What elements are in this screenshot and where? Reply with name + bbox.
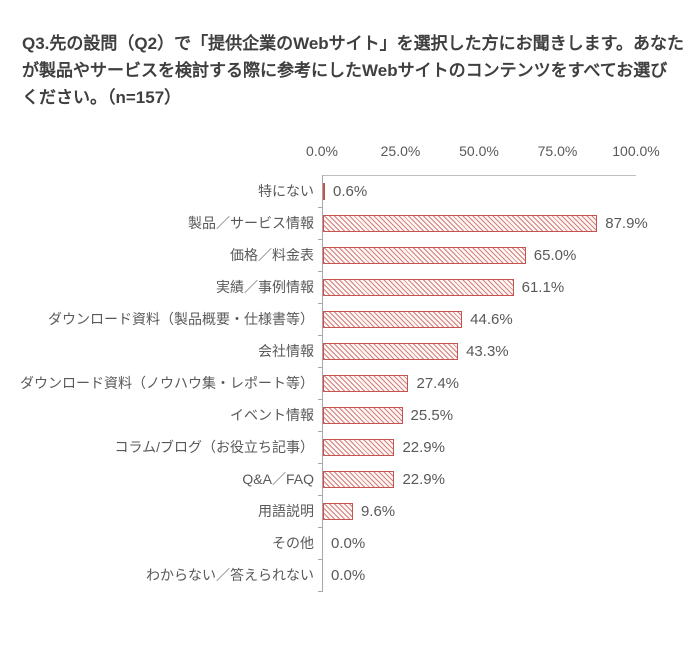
value-label: 65.0% [533, 246, 577, 264]
chart-row: 価格／料金表 65.0% [0, 239, 700, 272]
chart-row: その他 0.0% [0, 527, 700, 560]
category-label: 価格／料金表 [230, 247, 314, 263]
x-tick-label: 25.0% [380, 143, 421, 159]
bar [323, 470, 395, 488]
value-label: 27.4% [416, 374, 460, 392]
chart-row: ダウンロード資料（ノウハウ集・レポート等） 27.4% [0, 367, 700, 400]
bar-cell: 61.1% [318, 271, 635, 304]
value-label: 25.5% [410, 406, 454, 424]
category-label: わからない／答えられない [146, 567, 314, 583]
bar-cell: 43.3% [318, 335, 635, 368]
chart-row: イベント情報 25.5% [0, 399, 700, 432]
x-axis-labels: 0.0% 25.0% 50.0% 75.0% 100.0% [306, 143, 660, 161]
bar-cell: 9.6% [318, 495, 635, 528]
bar-cell: 22.9% [318, 431, 635, 464]
chart-row: 実績／事例情報 61.1% [0, 271, 700, 304]
category-label: 会社情報 [258, 343, 314, 359]
x-axis-line [322, 175, 636, 176]
bar-cell: 44.6% [318, 303, 635, 336]
chart-title: Q3.先の設問（Q2）で「提供企業のWebサイト」を選択した方にお聞きします。あ… [22, 34, 684, 107]
bar-cell: 0.0% [318, 559, 635, 592]
bar [323, 342, 459, 360]
bar-cell: 0.6% [318, 175, 635, 208]
category-label: ダウンロード資料（ノウハウ集・レポート等） [20, 375, 314, 391]
category-label: Q&A／FAQ [242, 471, 314, 487]
value-label: 44.6% [470, 310, 513, 328]
bar-cell: 87.9% [318, 207, 648, 240]
value-label: 61.1% [521, 278, 565, 296]
chart-row: コラム/ブログ（お役立ち記事） 22.9% [0, 431, 700, 464]
chart-row: わからない／答えられない 0.0% [0, 559, 700, 592]
category-label: その他 [272, 535, 314, 551]
bar [323, 502, 353, 520]
chart-row: 特にない 0.6% [0, 175, 700, 208]
bar [323, 374, 409, 392]
bar [323, 182, 325, 200]
chart-rows: 特にない 0.6% 製品／サービス情報 87.9% 価格／料金表 65.0% 実… [0, 175, 700, 592]
bar [323, 438, 395, 456]
bar-cell: 0.0% [318, 527, 635, 560]
value-label: 0.0% [331, 534, 366, 552]
category-label: コラム/ブログ（お役立ち記事） [114, 439, 314, 455]
value-label: 0.6% [333, 182, 368, 200]
category-label: ダウンロード資料（製品概要・仕様書等） [48, 311, 314, 327]
category-label: 実績／事例情報 [216, 279, 314, 295]
category-label: 製品／サービス情報 [188, 215, 314, 231]
value-label: 43.3% [466, 342, 509, 360]
value-label: 9.6% [360, 502, 396, 520]
chart-row: Q&A／FAQ 22.9% [0, 463, 700, 496]
bar [323, 278, 514, 296]
value-label: 0.0% [331, 566, 366, 584]
category-label: イベント情報 [230, 407, 314, 423]
bar-cell: 25.5% [318, 399, 635, 432]
category-label: 特にない [258, 183, 314, 199]
category-label: 用語説明 [258, 503, 314, 519]
chart-row: 用語説明 9.6% [0, 495, 700, 528]
bar-cell: 27.4% [318, 367, 635, 400]
bar-cell: 65.0% [318, 239, 635, 272]
value-label: 87.9% [605, 214, 648, 232]
bar-cell: 22.9% [318, 463, 635, 496]
x-tick-label: 50.0% [459, 143, 499, 159]
value-label: 22.9% [402, 438, 445, 456]
x-tick-label: 0.0% [306, 143, 338, 159]
x-tick-label: 75.0% [537, 143, 578, 159]
x-tick-label: 100.0% [612, 143, 660, 159]
chart-row: ダウンロード資料（製品概要・仕様書等） 44.6% [0, 303, 700, 336]
bar [323, 310, 463, 328]
chart-row: 製品／サービス情報 87.9% [0, 207, 700, 240]
bar [323, 406, 403, 424]
value-label: 22.9% [402, 470, 445, 488]
chart-row: 会社情報 43.3% [0, 335, 700, 368]
bar [323, 214, 598, 232]
bar [323, 246, 526, 264]
